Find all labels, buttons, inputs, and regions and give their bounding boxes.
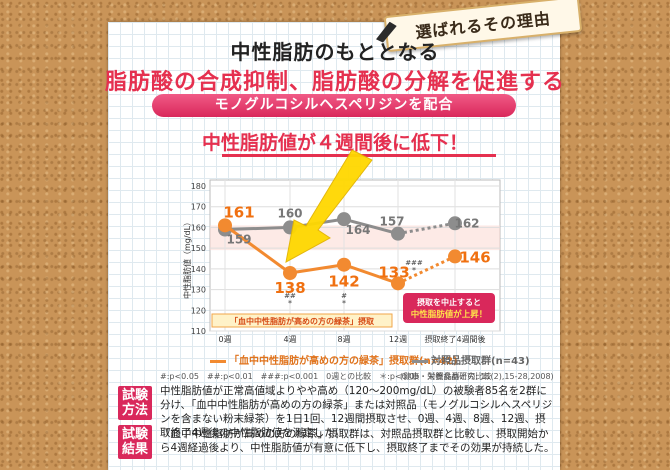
headline-2: 脂肪酸の合成抑制、脂肪酸の分解を促進する — [104, 70, 565, 95]
y-axis-label: 中性脂肪値（mg/dL） — [182, 218, 192, 299]
gray-series-point — [337, 212, 351, 227]
x-tick-label: 4週 — [283, 335, 296, 344]
headline-3: 中性脂肪値が４週間後に低下！ — [201, 132, 468, 154]
x-tick-label: 8週 — [337, 335, 350, 344]
method-text: 中性脂肪値が正常高値域よりやや高め（120〜200mg/dL）の被験者85名を2… — [160, 385, 553, 439]
orange-series-point — [391, 276, 405, 291]
x-tick-label: 0週 — [218, 335, 231, 344]
intake-label: 「血中中性脂肪が高めの方の緑茶」摂取 — [230, 316, 374, 326]
legend-orange: 「血中中性脂肪が高めの方の緑茶」摂取群(n=42) — [210, 352, 458, 367]
orange-series-segment — [397, 255, 456, 285]
intake-label-box — [211, 313, 393, 328]
footnote-source: (健康・栄養食品研究; 11(2),15-28,2008) — [400, 372, 554, 381]
significance-mark: * — [342, 299, 346, 308]
orange-data-label: 146 — [459, 248, 490, 266]
orange-data-label: 138 — [274, 279, 305, 297]
gray-data-label: 160 — [277, 206, 302, 220]
gray-series-segment — [224, 225, 291, 231]
orange-data-label: 142 — [328, 273, 359, 291]
orange-series-point — [283, 266, 297, 280]
legend-orange-label: 「血中中性脂肪が高めの方の緑茶」摂取群(n=42) — [229, 356, 458, 367]
legend-gray-label: 対照品摂取群(n=43) — [431, 356, 530, 367]
orange-series-segment — [224, 224, 291, 275]
significance-mark: # — [341, 292, 347, 300]
gray-data-label: 159 — [226, 233, 251, 247]
gray-data-label: 164 — [345, 223, 370, 237]
y-tick-label: 130 — [191, 286, 206, 295]
y-tick-label: 160 — [191, 223, 206, 232]
gray-series-segment — [397, 221, 456, 236]
callout-line1: 摂取を中止すると — [417, 297, 481, 307]
orange-data-label: 161 — [223, 203, 254, 221]
downward-arrow-icon — [285, 149, 373, 263]
y-tick-label: 180 — [191, 182, 206, 191]
y-tick-label: 150 — [191, 244, 206, 253]
x-tick-label: 12週 — [389, 335, 407, 344]
x-tick-label: 摂取終了4週間後 — [424, 334, 485, 344]
orange-series-segment — [343, 263, 399, 285]
gray-data-label: 157 — [379, 215, 404, 229]
gray-series-segment — [343, 217, 399, 236]
method-badge: 試験方法 — [118, 386, 152, 420]
y-tick-label: 110 — [191, 327, 206, 336]
callout-line2: 中性脂肪値が上昇！ — [411, 309, 488, 320]
significance-mark: * — [288, 299, 292, 308]
callout-box — [403, 293, 495, 323]
ingredient-pill: モノグルコシルヘスペリジンを配合 — [152, 94, 516, 117]
orange-series-point — [218, 218, 232, 233]
footnote-significance: #:p<0.05 ##:p<0.01 ###:p<0.001 0週との比較 ＊:… — [160, 372, 492, 381]
significance-mark: ### — [405, 259, 423, 267]
result-text: 「血中中性脂肪が高めの方の緑茶」摂取群は、対照品摂取群と比較し、摂取開始から4週… — [160, 428, 555, 454]
orange-series-point — [337, 257, 351, 272]
y-tick-label: 120 — [191, 306, 206, 315]
result-badge: 試験結果 — [118, 425, 152, 459]
orange-data-label: 133 — [378, 263, 409, 281]
legend-gray: 対照品摂取群(n=43) — [412, 352, 530, 367]
significance-mark: * — [412, 266, 416, 275]
headline-1: 中性脂肪のもととなる — [230, 40, 440, 64]
y-tick-label: 140 — [191, 265, 206, 274]
orange-series-segment — [289, 263, 345, 275]
orange-series-point — [448, 249, 462, 264]
gray-data-label: 162 — [454, 216, 479, 230]
significance-mark: ## — [284, 292, 296, 300]
y-tick-label: 170 — [191, 203, 206, 212]
gray-series-point — [391, 226, 405, 241]
gray-series-point — [448, 216, 462, 231]
